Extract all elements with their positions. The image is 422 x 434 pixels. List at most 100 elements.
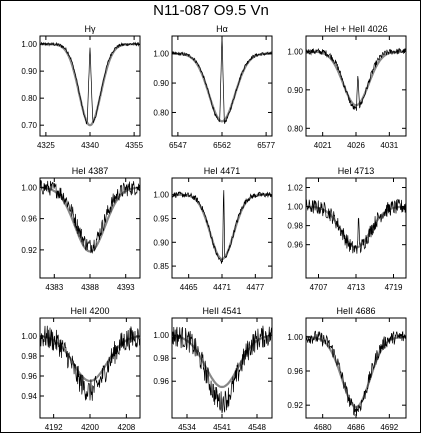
y-tick-label: 0.90 bbox=[153, 79, 169, 88]
y-tick-label: 0.92 bbox=[21, 246, 37, 255]
y-tick-label: 0.94 bbox=[21, 392, 37, 401]
panel-1: Hα 6547 6562 6577 0.80 0.90 1.00 bbox=[153, 24, 275, 150]
panel-title: HeI 4387 bbox=[72, 166, 109, 176]
y-tick-label: 0.85 bbox=[153, 262, 169, 271]
panel-title: HeII 4686 bbox=[336, 306, 375, 316]
observed-line bbox=[171, 190, 273, 264]
plot-frame bbox=[305, 317, 407, 419]
panel-2: HeI + HeII 4026 4021 4026 4031 0.80 0.90 1.00 bbox=[287, 24, 407, 150]
model-line bbox=[306, 205, 406, 249]
y-tick-label: 1.00 bbox=[287, 47, 303, 56]
x-tick-label: 4026 bbox=[347, 141, 365, 150]
panel-title: HeI + HeII 4026 bbox=[324, 24, 387, 34]
x-tick-label: 4325 bbox=[37, 141, 55, 150]
x-tick-label: 4548 bbox=[248, 423, 266, 432]
panel-title: HeII 4200 bbox=[70, 306, 109, 316]
x-tick-label: 4192 bbox=[45, 423, 63, 432]
x-tick-label: 4713 bbox=[347, 283, 365, 292]
panel-0: Hγ 4325 4340 4355 0.70 0.80 0.90 1.00 bbox=[21, 24, 143, 150]
x-tick-label: 4707 bbox=[310, 283, 328, 292]
x-tick-label: 4383 bbox=[45, 283, 63, 292]
y-tick-label: 0.70 bbox=[21, 121, 37, 130]
panel-title: Hγ bbox=[85, 24, 96, 34]
model-line bbox=[40, 43, 140, 127]
model-line bbox=[306, 335, 406, 408]
panel-7: HeII 4541 4534 4541 4548 0.96 0.98 1.00 bbox=[153, 306, 273, 432]
observed-line bbox=[39, 41, 141, 125]
panel-title: HeII 4541 bbox=[202, 306, 241, 316]
panel-6: HeII 4200 4192 4200 4208 0.94 0.96 0.98 1.00 bbox=[21, 306, 141, 432]
x-tick-label: 4534 bbox=[178, 423, 196, 432]
observed-line bbox=[305, 330, 407, 417]
x-tick-label: 4200 bbox=[81, 423, 99, 432]
y-tick-label: 1.00 bbox=[21, 332, 37, 341]
plot-frame bbox=[39, 317, 141, 419]
y-tick-label: 0.80 bbox=[153, 108, 169, 117]
plot-frame bbox=[171, 317, 273, 419]
model-line bbox=[40, 186, 140, 253]
x-tick-label: 4465 bbox=[180, 283, 198, 292]
x-tick-label: 4355 bbox=[125, 141, 143, 150]
y-tick-label: 0.98 bbox=[287, 222, 303, 231]
observed-line bbox=[171, 35, 273, 124]
x-tick-label: 4031 bbox=[380, 141, 398, 150]
y-tick-label: 0.98 bbox=[21, 352, 37, 361]
x-tick-label: 4388 bbox=[81, 283, 99, 292]
panel-title: Hα bbox=[216, 24, 228, 34]
model-line bbox=[306, 50, 406, 107]
y-tick-label: 1.00 bbox=[287, 203, 303, 212]
y-tick-label: 0.98 bbox=[153, 354, 169, 363]
y-tick-label: 0.80 bbox=[287, 124, 303, 133]
y-tick-label: 1.02 bbox=[287, 184, 303, 193]
x-tick-label: 4680 bbox=[314, 423, 332, 432]
panel-8: HeII 4686 4680 4686 4692 0.92 0.96 1.00 bbox=[287, 306, 407, 432]
y-tick-label: 0.96 bbox=[153, 377, 169, 386]
y-tick-label: 1.00 bbox=[153, 331, 169, 340]
x-tick-label: 4393 bbox=[117, 283, 135, 292]
y-tick-label: 0.80 bbox=[21, 94, 37, 103]
y-tick-label: 1.00 bbox=[153, 191, 169, 200]
y-tick-label: 0.95 bbox=[153, 214, 169, 223]
y-tick-label: 0.96 bbox=[21, 215, 37, 224]
model-line bbox=[172, 52, 272, 123]
observed-line bbox=[305, 47, 407, 111]
y-tick-label: 1.00 bbox=[153, 50, 169, 59]
x-tick-label: 4340 bbox=[81, 141, 99, 150]
panel-title: HeI 4713 bbox=[338, 166, 375, 176]
panel-3: HeI 4387 4383 4388 4393 0.92 0.96 1.00 bbox=[21, 166, 141, 292]
y-tick-label: 0.90 bbox=[153, 238, 169, 247]
y-tick-label: 0.96 bbox=[21, 372, 37, 381]
x-tick-label: 4021 bbox=[314, 141, 332, 150]
plot-frame bbox=[171, 177, 273, 279]
x-tick-label: 4692 bbox=[380, 423, 398, 432]
x-tick-label: 4686 bbox=[347, 423, 365, 432]
x-tick-label: 6562 bbox=[213, 141, 231, 150]
y-tick-label: 0.90 bbox=[21, 67, 37, 76]
panel-title: HeI 4471 bbox=[204, 166, 241, 176]
panel-4: HeI 4471 4465 4471 4477 0.85 0.90 0.95 1.00 bbox=[153, 166, 273, 292]
x-tick-label: 4208 bbox=[117, 423, 135, 432]
figure-title: N11-087 O9.5 Vn bbox=[153, 2, 269, 19]
x-tick-label: 6547 bbox=[169, 141, 187, 150]
x-tick-label: 4719 bbox=[385, 283, 403, 292]
observed-line bbox=[171, 325, 273, 414]
y-tick-label: 0.92 bbox=[287, 401, 303, 410]
observed-line bbox=[305, 198, 407, 254]
observed-line bbox=[39, 180, 141, 254]
y-tick-label: 1.00 bbox=[21, 183, 37, 192]
y-tick-label: 0.90 bbox=[287, 86, 303, 95]
x-tick-label: 4477 bbox=[246, 283, 264, 292]
y-tick-label: 0.96 bbox=[287, 367, 303, 376]
y-tick-label: 1.00 bbox=[21, 40, 37, 49]
x-tick-label: 6577 bbox=[257, 141, 275, 150]
observed-line bbox=[39, 325, 141, 401]
plot-frame bbox=[305, 177, 407, 279]
x-tick-label: 4471 bbox=[213, 283, 231, 292]
y-tick-label: 0.96 bbox=[287, 241, 303, 250]
y-tick-label: 1.00 bbox=[287, 333, 303, 342]
model-line bbox=[172, 193, 272, 261]
panel-5: HeI 4713 4707 4713 4719 0.96 0.98 1.00 1.02 bbox=[287, 166, 407, 292]
x-tick-label: 4541 bbox=[213, 423, 231, 432]
